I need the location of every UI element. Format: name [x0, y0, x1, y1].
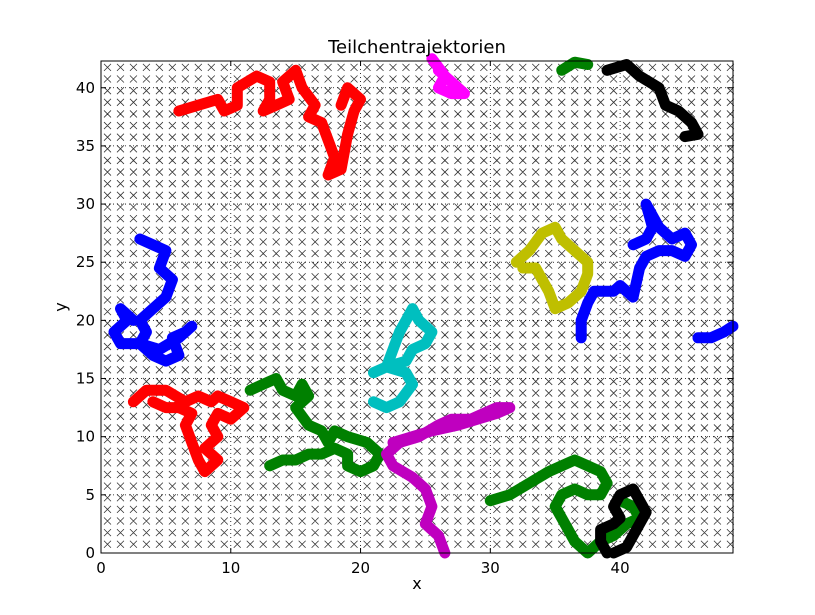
- axis-ticks: 0 10 20 30 40 0 5 10 15 20 25 30 35 40: [76, 61, 733, 577]
- trajectory-4: [601, 59, 704, 143]
- trajectory-1: [173, 64, 366, 181]
- y-tick-label: 0: [85, 544, 95, 562]
- trajectory-7: [244, 373, 386, 478]
- trajectory-2: [426, 53, 470, 100]
- lattice-marker-grid: [103, 63, 735, 549]
- x-tick-label: 0: [96, 559, 106, 577]
- x-axis-label: x: [412, 574, 421, 593]
- y-tick-label: 40: [76, 79, 95, 97]
- trajectory-series: [108, 53, 739, 559]
- y-tick-label: 35: [76, 137, 95, 155]
- trajectory-14: [595, 483, 652, 559]
- trajectory-9: [381, 402, 516, 559]
- x-tick-label: 10: [221, 559, 240, 577]
- x-tick-label: 40: [611, 559, 630, 577]
- y-tick-label: 25: [76, 253, 95, 271]
- y-tick-label: 5: [85, 486, 95, 504]
- y-tick-label: 30: [76, 195, 95, 213]
- trajectory-6: [127, 384, 250, 478]
- trajectory-3: [556, 56, 594, 76]
- chart-title: Teilchentrajektorien: [327, 37, 506, 58]
- x-tick-label: 20: [351, 559, 370, 577]
- y-axis-label: y: [51, 302, 70, 311]
- plot-frame: [100, 60, 734, 554]
- trajectory-10: [510, 221, 594, 315]
- y-tick-label: 15: [76, 370, 95, 388]
- lattice-markers: [103, 63, 735, 549]
- trajectory-5: [108, 233, 198, 367]
- trajectory-13: [484, 454, 646, 559]
- trajectory-12: [692, 320, 739, 344]
- x-tick-label: 30: [481, 559, 500, 577]
- trajectory-8: [368, 303, 438, 414]
- y-tick-label: 20: [76, 311, 95, 329]
- trajectory-11: [575, 198, 697, 344]
- y-tick-label: 10: [76, 428, 95, 446]
